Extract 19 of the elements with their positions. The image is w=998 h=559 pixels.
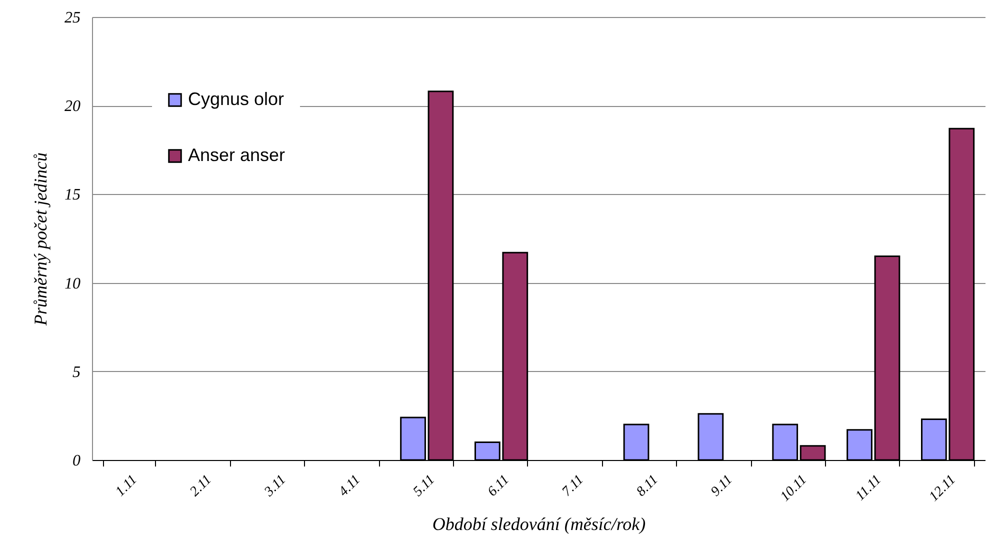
x-tick-label: 9.11 — [708, 472, 736, 500]
x-tick-label: 7.11 — [560, 472, 587, 500]
x-tick-label: 6.11 — [485, 472, 512, 500]
legend-label: Cygnus olor — [188, 89, 284, 109]
y-tick-label: 5 — [72, 364, 80, 381]
x-tick-label: 5.11 — [410, 472, 438, 500]
x-axis-title: Období sledování (měsíc/rok) — [432, 514, 646, 534]
x-tick-label: 1.11 — [113, 472, 140, 500]
y-tick-label: 15 — [64, 186, 80, 204]
y-axis-title: Průměrný počet jedinců — [30, 152, 50, 326]
legend-label: Anser anser — [188, 145, 286, 165]
x-tick-label: 4.11 — [336, 472, 364, 500]
y-tick-label: 10 — [64, 275, 80, 292]
y-tick-label: 25 — [64, 10, 80, 26]
y-tick-label: 20 — [64, 98, 80, 116]
x-tick-label: 8.11 — [634, 472, 662, 500]
y-tick-label: 0 — [72, 452, 80, 470]
x-tick-label: 3.11 — [261, 472, 290, 500]
x-tick-label: 2.11 — [188, 472, 215, 500]
